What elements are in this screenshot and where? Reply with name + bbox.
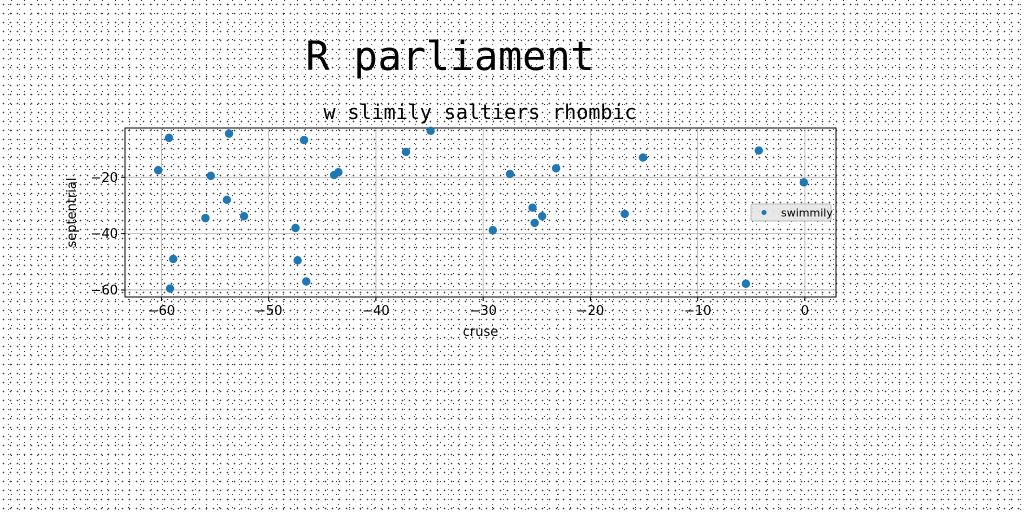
x-tick-label: 0 — [801, 304, 809, 319]
grid — [125, 128, 836, 297]
y-tick-label: −20 — [91, 171, 118, 186]
legend-marker — [761, 210, 767, 215]
data-point — [293, 256, 302, 265]
x-tick-label: −20 — [577, 304, 604, 319]
data-point — [741, 279, 751, 288]
y-tick-label: −60 — [91, 283, 118, 298]
y-tick-label: −40 — [91, 227, 118, 242]
x-tick-label: −40 — [362, 304, 389, 319]
data-point — [206, 171, 215, 181]
plot-area — [124, 127, 837, 298]
data-point — [530, 218, 539, 228]
data-point — [528, 203, 537, 212]
x-tick-label: −10 — [684, 304, 711, 319]
axis-ticks: −60 −50 −40 −30 −20 −10 0 −60 −40 −20 — [91, 171, 809, 319]
data-point — [169, 254, 178, 264]
x-tick-label: −50 — [255, 304, 282, 319]
data-point — [164, 133, 174, 143]
chart-title: w slimily saltiers rhombic — [323, 100, 637, 124]
data-point — [620, 209, 629, 219]
data-point — [154, 166, 163, 175]
data-point — [754, 146, 763, 155]
x-tick-label: −60 — [148, 304, 175, 319]
data-point — [302, 277, 311, 286]
data-point — [799, 178, 809, 187]
data-point — [299, 135, 309, 145]
data-point — [505, 169, 515, 179]
page-title: R parliament — [305, 34, 595, 80]
legend: swimmily — [750, 203, 833, 222]
data-point — [291, 223, 300, 233]
data-point — [201, 213, 210, 223]
data-points — [154, 126, 809, 293]
data-point — [222, 195, 232, 205]
data-point — [334, 168, 343, 177]
data-point — [426, 126, 435, 136]
x-axis-label: cruse — [463, 325, 499, 340]
data-point — [638, 153, 648, 162]
legend-box — [750, 203, 832, 222]
data-point — [239, 211, 249, 221]
y-axis-label: septentrial — [65, 178, 80, 248]
x-tick-label: −30 — [469, 304, 496, 319]
data-point — [401, 147, 411, 157]
data-point — [224, 129, 234, 138]
data-point — [551, 164, 561, 173]
legend-label: swimmily — [781, 207, 833, 220]
data-point — [165, 284, 175, 293]
data-point — [537, 211, 547, 221]
data-point — [488, 226, 498, 235]
